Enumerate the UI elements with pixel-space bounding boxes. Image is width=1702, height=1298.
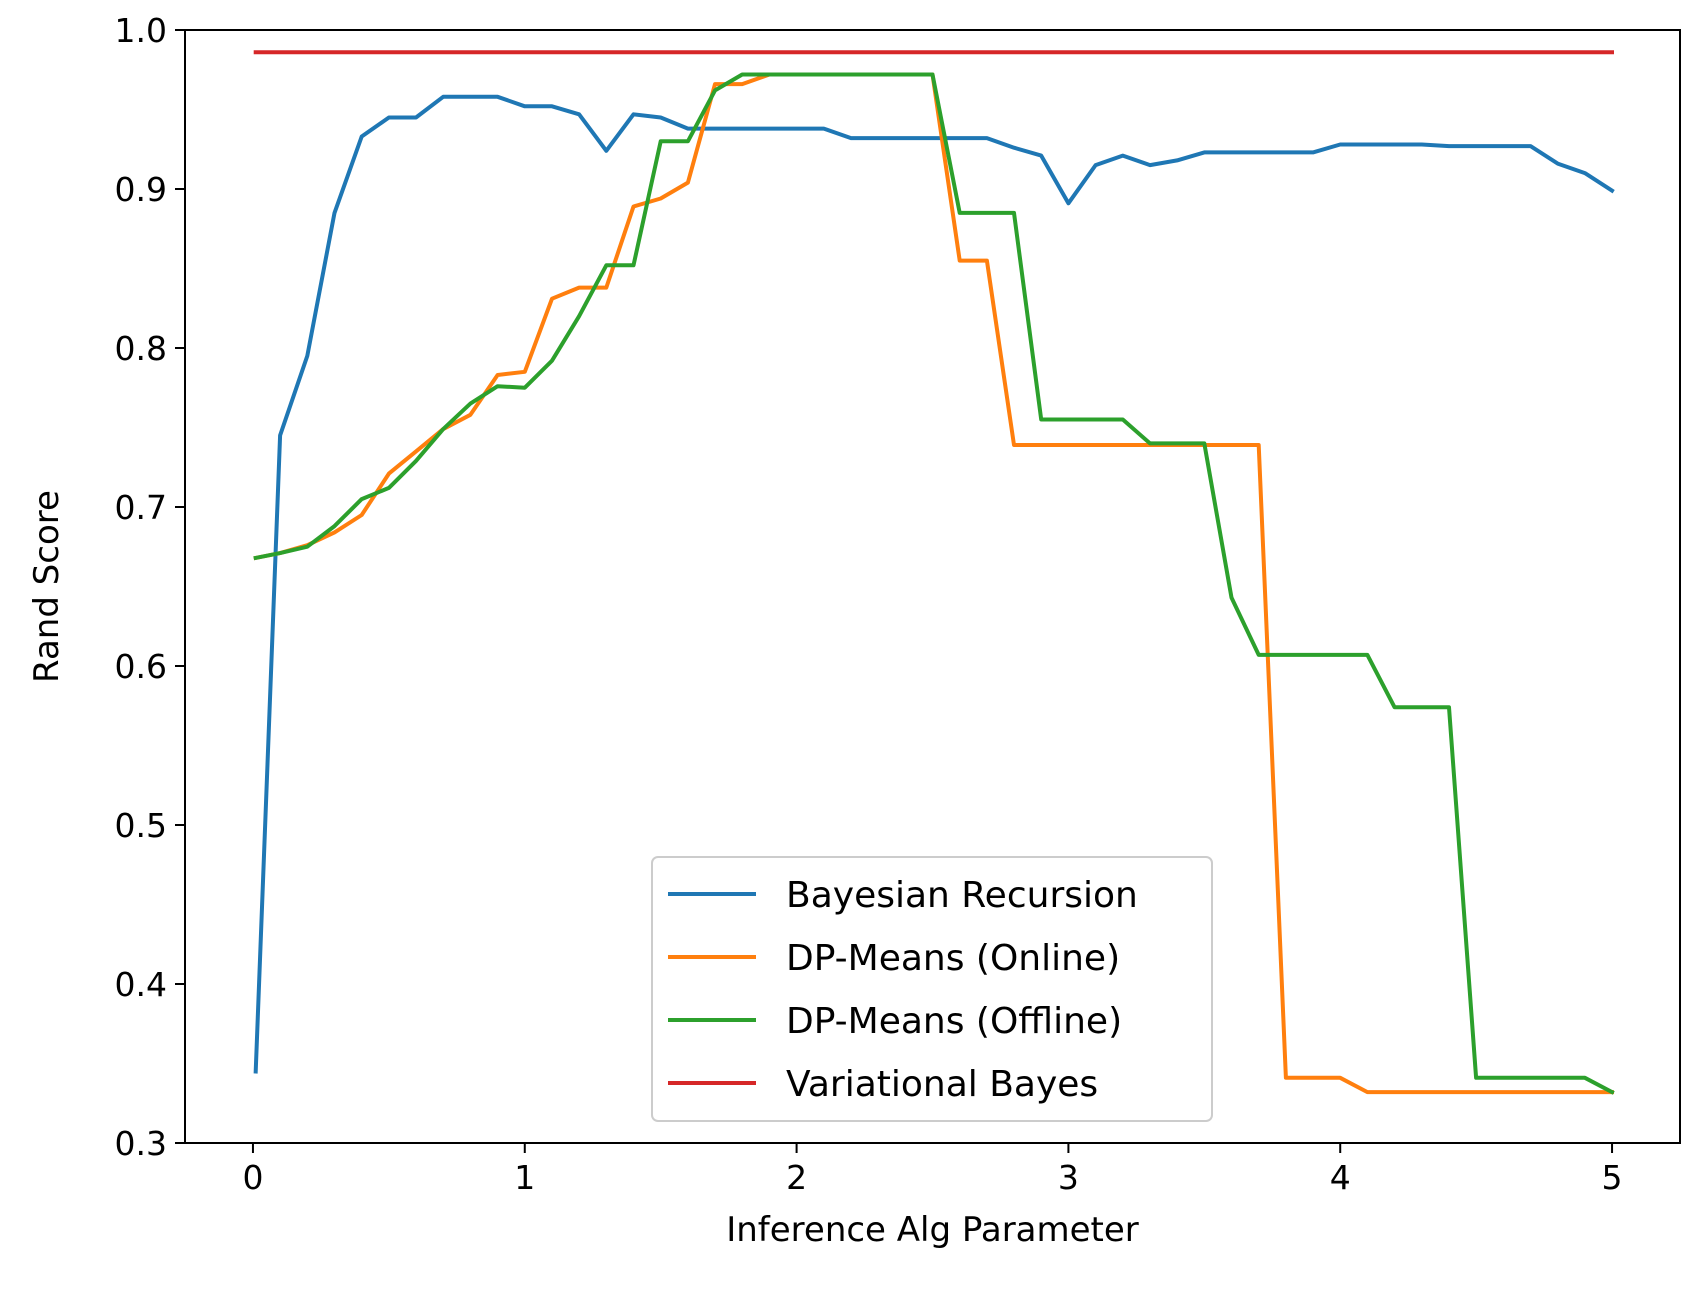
y-tick-label: 0.4 <box>115 965 167 1004</box>
series-layer <box>253 50 1615 1095</box>
x-tick-label: 3 <box>1058 1158 1079 1197</box>
legend-label: Variational Bayes <box>786 1064 1098 1105</box>
y-tick-label: 1.0 <box>115 11 167 50</box>
x-tick-label: 5 <box>1602 1158 1623 1197</box>
legend-label: DP-Means (Offline) <box>786 1001 1122 1042</box>
legend-box <box>651 856 1213 1122</box>
x-axis-label: Inference Alg Parameter <box>726 1210 1139 1250</box>
y-tick-label: 0.9 <box>115 170 167 209</box>
x-tick-label: 2 <box>786 1158 807 1197</box>
series-line-0 <box>253 94 1615 1074</box>
y-axis-label: Rand Score <box>27 490 67 683</box>
legend-label: Bayesian Recursion <box>786 875 1138 916</box>
series-line-2 <box>253 72 1615 1095</box>
y-tick-label: 0.8 <box>115 329 167 368</box>
x-axis: 0 1 2 3 4 5 <box>242 1143 1623 1197</box>
y-tick-label: 0.6 <box>115 647 167 686</box>
y-tick-label: 0.3 <box>115 1124 167 1163</box>
x-tick-label: 0 <box>242 1158 263 1197</box>
y-tick-label: 0.5 <box>115 806 167 845</box>
legend-label: DP-Means (Online) <box>786 938 1120 979</box>
y-tick-label: 0.7 <box>115 488 167 527</box>
y-axis: 0.3 0.4 0.5 0.6 0.7 0.8 0.9 1.0 <box>115 11 185 1163</box>
legend: Bayesian Recursion DP-Means (Online) DP-Me… <box>651 856 1213 1122</box>
x-tick-label: 4 <box>1330 1158 1351 1197</box>
x-tick-label: 1 <box>514 1158 535 1197</box>
plot-frame <box>184 29 1681 1144</box>
